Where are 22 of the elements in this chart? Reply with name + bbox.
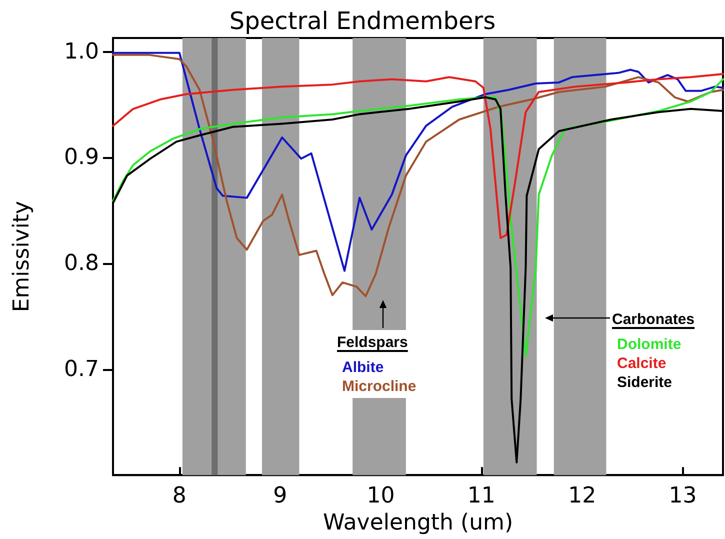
x-tick-label: 13 — [668, 484, 697, 509]
y-axis-title: Emissivity — [10, 200, 34, 312]
x-tick-label: 10 — [366, 484, 395, 509]
x-axis-title: Wavelength (um) — [322, 510, 514, 536]
text: Calcite — [617, 355, 666, 372]
line-series — [112, 72, 724, 240]
line-series — [112, 78, 724, 358]
y-tick-label: 0.7 — [64, 356, 99, 382]
text: Dolomite — [617, 336, 682, 353]
chart-title: Spectral Endmembers — [229, 7, 496, 35]
y-tick-label: 0.8 — [64, 250, 99, 276]
y-tick-label: 0.9 — [64, 145, 99, 170]
x-tick-label: 8 — [172, 484, 186, 509]
x-tick-label: 12 — [568, 484, 596, 509]
text: Siderite — [617, 374, 672, 391]
annotation: Carbonates — [612, 311, 695, 328]
text: Microcline — [342, 378, 416, 395]
text: Albite — [342, 359, 384, 376]
y-tick-label: 1.0 — [64, 39, 99, 64]
x-tick-label: 11 — [467, 484, 496, 509]
annotation: Feldspars — [337, 334, 408, 351]
x-tick-label: 9 — [273, 484, 288, 509]
